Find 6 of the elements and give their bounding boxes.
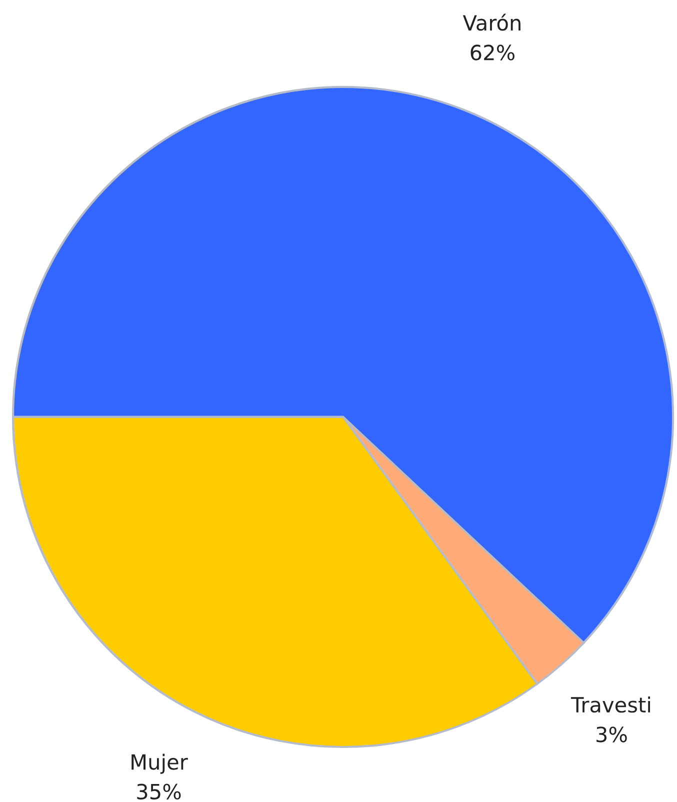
data-label: 3%	[596, 726, 627, 742]
slice-label: Mujer	[132, 754, 188, 774]
data-label: 62%	[470, 44, 514, 60]
slice-label: Varón	[462, 14, 520, 31]
data-label: 35%	[137, 784, 181, 800]
slice-label: Travesti	[570, 696, 650, 713]
